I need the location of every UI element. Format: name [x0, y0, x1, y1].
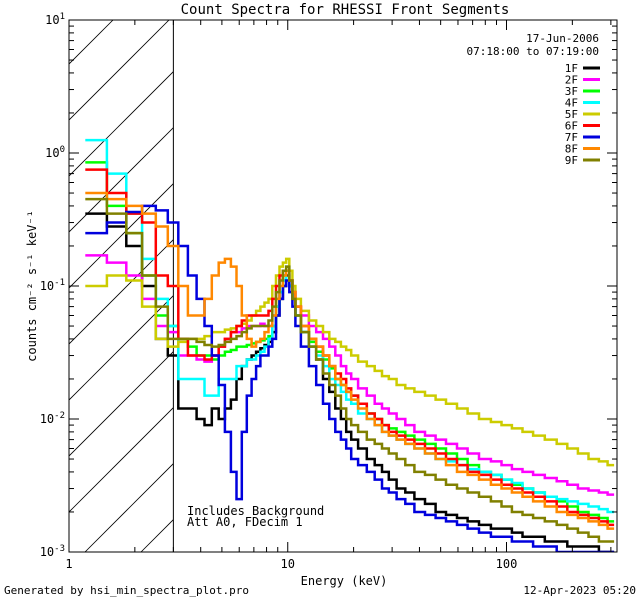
series-line-5F [85, 257, 615, 467]
legend-label-5F: 5F [565, 108, 578, 121]
y-tick-base: 10 [45, 13, 59, 27]
y-axis-label: counts cm⁻² s⁻¹ keV⁻¹ [25, 210, 39, 362]
chart-title: Count Spectra for RHESSI Front Segments [181, 2, 510, 18]
y-tick-label: 100 [45, 145, 65, 160]
series-line-8F [85, 191, 615, 530]
x-tick-label: 10 [281, 557, 295, 571]
series-line-2F [85, 254, 615, 496]
y-tick-base: 10 [40, 545, 54, 559]
legend: 17-Jun-2006 07:18:00 to 07:19:00 1F2F3F4… [467, 32, 600, 167]
legend-label-7F: 7F [565, 131, 578, 144]
legend-label-2F: 2F [565, 74, 578, 87]
series-line-3F [85, 161, 615, 523]
y-tick-exponent: -1 [54, 278, 65, 288]
footer-generated-by: Generated by hsi_min_spectra_plot.pro [4, 584, 249, 597]
axis-ticks [68, 19, 617, 553]
legend-label-1F: 1F [565, 62, 578, 75]
series-line-7F [85, 204, 615, 552]
series-group [85, 138, 615, 552]
x-tick-label: 1 [65, 557, 72, 571]
y-tick-exponent: -2 [54, 411, 65, 421]
y-tick-label: 101 [45, 12, 65, 27]
hatched-background-region [69, 20, 174, 552]
y-tick-label: 10-2 [40, 411, 65, 426]
legend-date: 17-Jun-2006 [526, 32, 599, 45]
annotation-attenuator: Att A0, FDecim 1 [187, 515, 303, 529]
x-tick-labels: 1 10 100 [65, 557, 517, 571]
series-line-9F [85, 197, 615, 543]
legend-label-8F: 8F [565, 143, 578, 156]
y-tick-exponent: 0 [60, 145, 65, 155]
annotation-background: Includes Background [187, 504, 324, 518]
y-tick-label: 10-1 [40, 278, 65, 293]
series-line-6F [85, 168, 615, 527]
legend-label-4F: 4F [565, 97, 578, 110]
y-tick-base: 10 [45, 146, 59, 160]
x-tick-label: 100 [496, 557, 518, 571]
legend-label-9F: 9F [565, 154, 578, 167]
y-tick-exponent: 1 [60, 12, 65, 22]
legend-time-range: 07:18:00 to 07:19:00 [467, 45, 599, 58]
y-tick-exponent: -3 [54, 544, 65, 554]
legend-label-6F: 6F [565, 120, 578, 133]
y-tick-label: 10-3 [40, 544, 65, 559]
legend-label-3F: 3F [565, 85, 578, 98]
y-tick-base: 10 [40, 412, 54, 426]
footer-date: 12-Apr-2023 05:20 [523, 584, 636, 597]
y-tick-base: 10 [40, 279, 54, 293]
x-axis-label: Energy (keV) [301, 574, 388, 588]
